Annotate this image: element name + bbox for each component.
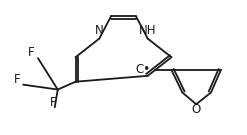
Text: F: F [28, 46, 34, 59]
Text: NH: NH [139, 24, 156, 37]
Text: N: N [95, 24, 104, 37]
Text: O: O [191, 103, 201, 116]
Text: C•: C• [135, 63, 150, 76]
Text: F: F [49, 96, 56, 109]
Text: F: F [14, 73, 21, 86]
